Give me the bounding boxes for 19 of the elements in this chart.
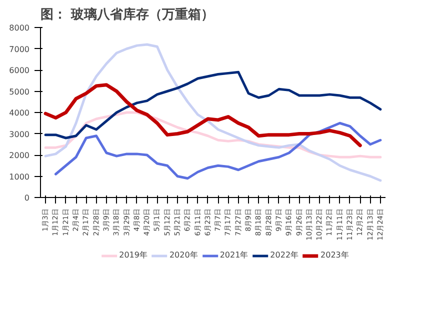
line-series — [44, 43, 382, 182]
legend-label: 2021年 — [220, 250, 248, 260]
line-series — [44, 70, 382, 140]
line-series — [54, 122, 382, 180]
y-tick-label: 2000 — [9, 151, 30, 160]
y-tick-label: 4000 — [9, 108, 30, 118]
y-tick-label: 8000 — [9, 24, 30, 32]
legend-label: 2020年 — [169, 250, 198, 260]
chart-title: 图： 玻璃八省库存（万重箱） — [40, 6, 214, 22]
legend-label: 2023年 — [320, 250, 349, 260]
y-tick-label: 6000 — [9, 66, 30, 75]
y-tick-label: 1000 — [9, 172, 30, 182]
legend-label: 2022年 — [270, 250, 299, 260]
y-tick-label: 0 — [24, 194, 30, 202]
y-tick-label: 3000 — [9, 130, 30, 139]
y-tick-label: 5000 — [9, 87, 30, 96]
legend-label: 2019年 — [119, 250, 148, 260]
line-series — [44, 83, 362, 148]
y-tick-label: 7000 — [9, 44, 30, 54]
